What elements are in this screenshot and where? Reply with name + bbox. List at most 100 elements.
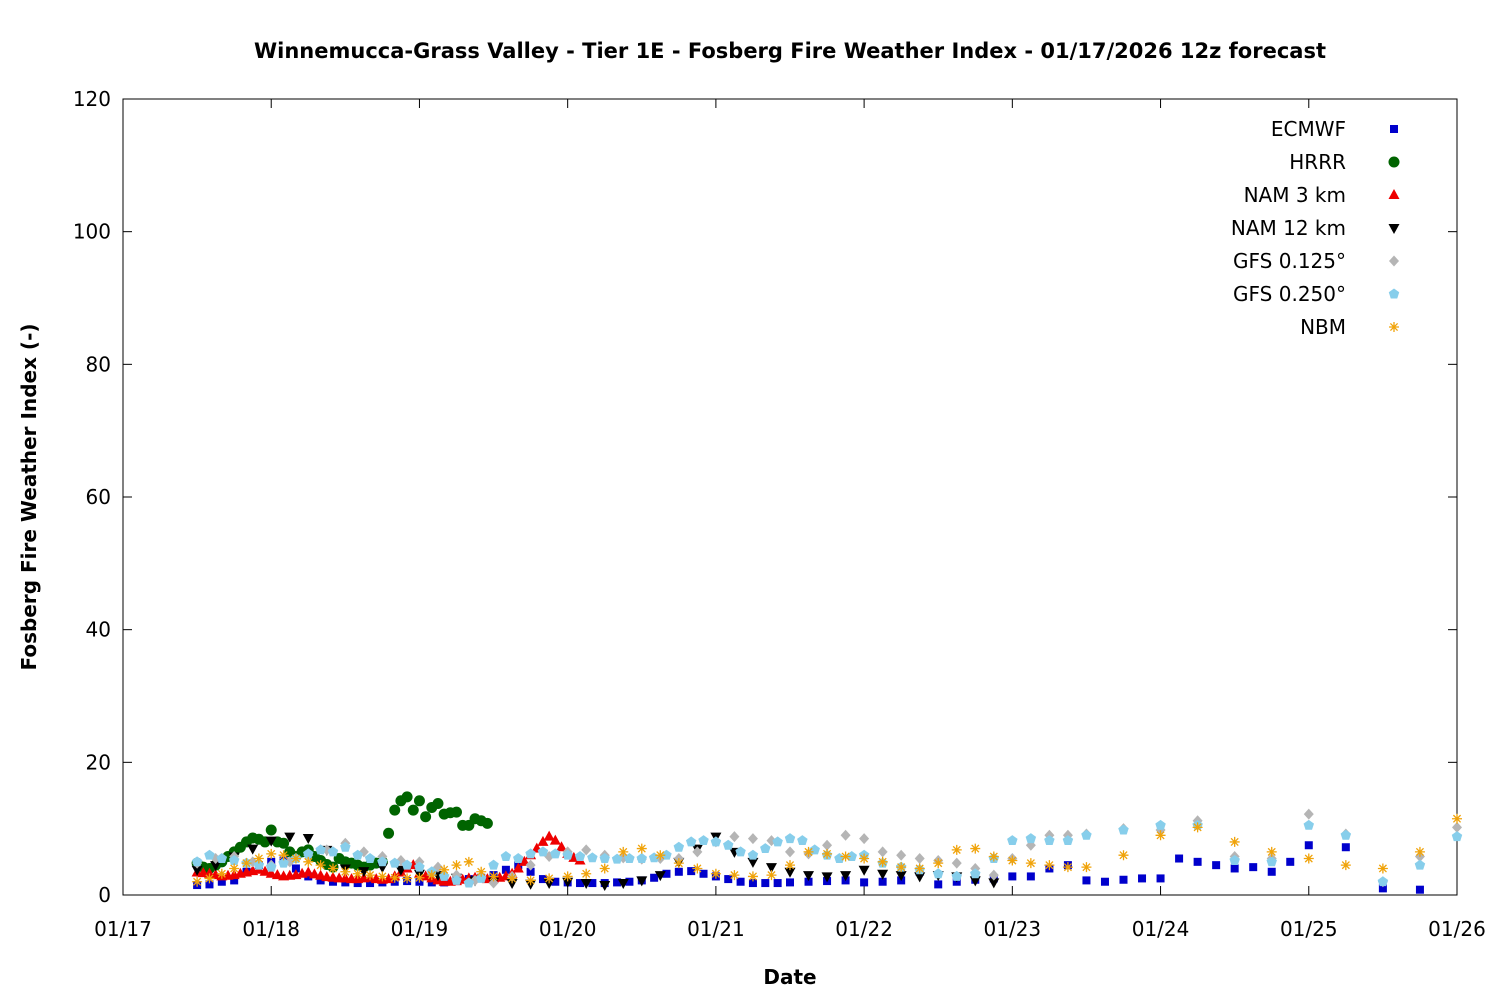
point <box>1303 808 1314 820</box>
point <box>576 879 585 888</box>
point <box>784 867 796 878</box>
point <box>587 852 598 863</box>
point <box>327 863 338 874</box>
point-stroke <box>488 871 499 882</box>
point <box>365 870 376 881</box>
point <box>1155 830 1166 841</box>
y-tick-label: 20 <box>86 750 111 774</box>
point <box>736 877 745 886</box>
x-tick-label: 01/26 <box>1428 917 1486 941</box>
point <box>654 871 666 882</box>
point <box>316 876 325 885</box>
point <box>687 867 696 876</box>
point-stroke <box>766 870 777 881</box>
point <box>822 848 833 859</box>
point <box>710 868 721 879</box>
point <box>265 861 277 872</box>
y-axis: 0 20 40 60 80 100 120 <box>73 87 1457 907</box>
point <box>525 848 536 859</box>
point-stroke <box>859 853 870 864</box>
point <box>352 868 363 879</box>
x-tick-label: 01/21 <box>687 917 745 941</box>
point <box>650 873 659 882</box>
point <box>1286 857 1295 866</box>
point <box>858 865 870 876</box>
point <box>1175 854 1184 863</box>
chart-title: Winnemucca-Grass Valley - Tier 1E - Fosb… <box>254 39 1326 63</box>
point <box>636 843 647 854</box>
point <box>1414 846 1425 857</box>
point-stroke <box>365 870 376 881</box>
point <box>773 879 782 888</box>
legend-marker-stroke <box>1389 322 1399 332</box>
point <box>1119 875 1128 884</box>
point <box>896 862 907 873</box>
point <box>1155 819 1166 830</box>
x-tick-label: 01/20 <box>539 917 597 941</box>
point <box>1212 861 1221 870</box>
point <box>1007 835 1018 846</box>
point-stroke <box>840 851 851 862</box>
legend-label: GFS 0.125° <box>1233 249 1346 273</box>
legend-marker <box>1388 156 1400 168</box>
point-stroke <box>581 868 592 879</box>
point <box>735 846 746 857</box>
point <box>377 871 388 882</box>
point <box>537 835 549 846</box>
point <box>747 871 758 882</box>
point <box>618 846 629 857</box>
point <box>451 860 462 871</box>
point-stroke <box>1155 830 1166 841</box>
point <box>1341 843 1350 852</box>
point <box>266 848 277 859</box>
point-stroke <box>822 848 833 859</box>
point <box>599 863 610 874</box>
point <box>673 858 684 869</box>
point-stroke <box>1303 853 1314 864</box>
point <box>205 880 214 889</box>
point-stroke <box>1081 862 1092 873</box>
point <box>988 878 1000 889</box>
point <box>507 873 518 884</box>
point-stroke <box>729 870 740 881</box>
point <box>550 848 561 859</box>
point <box>475 872 487 883</box>
point <box>1082 876 1091 885</box>
point <box>877 869 889 880</box>
point-stroke <box>1118 850 1129 861</box>
x-tick-label: 01/24 <box>1132 917 1190 941</box>
point <box>840 829 851 841</box>
point <box>439 864 450 875</box>
point <box>934 880 943 889</box>
point <box>840 851 851 862</box>
point <box>951 844 962 855</box>
point <box>970 868 981 879</box>
point <box>1303 819 1315 830</box>
point <box>1266 846 1277 857</box>
point-stroke <box>451 860 462 871</box>
point-stroke <box>710 868 721 879</box>
point-stroke <box>1192 822 1203 833</box>
point <box>549 834 561 845</box>
point <box>420 811 432 823</box>
point <box>204 873 215 884</box>
point <box>988 869 999 881</box>
point <box>729 831 740 843</box>
point <box>389 804 401 816</box>
point-stroke <box>402 873 413 884</box>
point <box>840 871 852 882</box>
legend-marker <box>1388 288 1400 299</box>
point-stroke <box>229 863 240 874</box>
point-stroke <box>204 873 215 884</box>
point <box>340 866 351 877</box>
point-stroke <box>192 876 203 887</box>
legend-label: NAM 12 km <box>1231 216 1346 240</box>
point <box>1100 877 1109 886</box>
x-tick-label: 01/22 <box>835 917 893 941</box>
point <box>302 866 314 877</box>
point <box>308 868 320 879</box>
y-axis-label: Fosberg Fire Weather Index (-) <box>17 323 41 670</box>
point <box>432 797 444 809</box>
point <box>315 860 326 871</box>
